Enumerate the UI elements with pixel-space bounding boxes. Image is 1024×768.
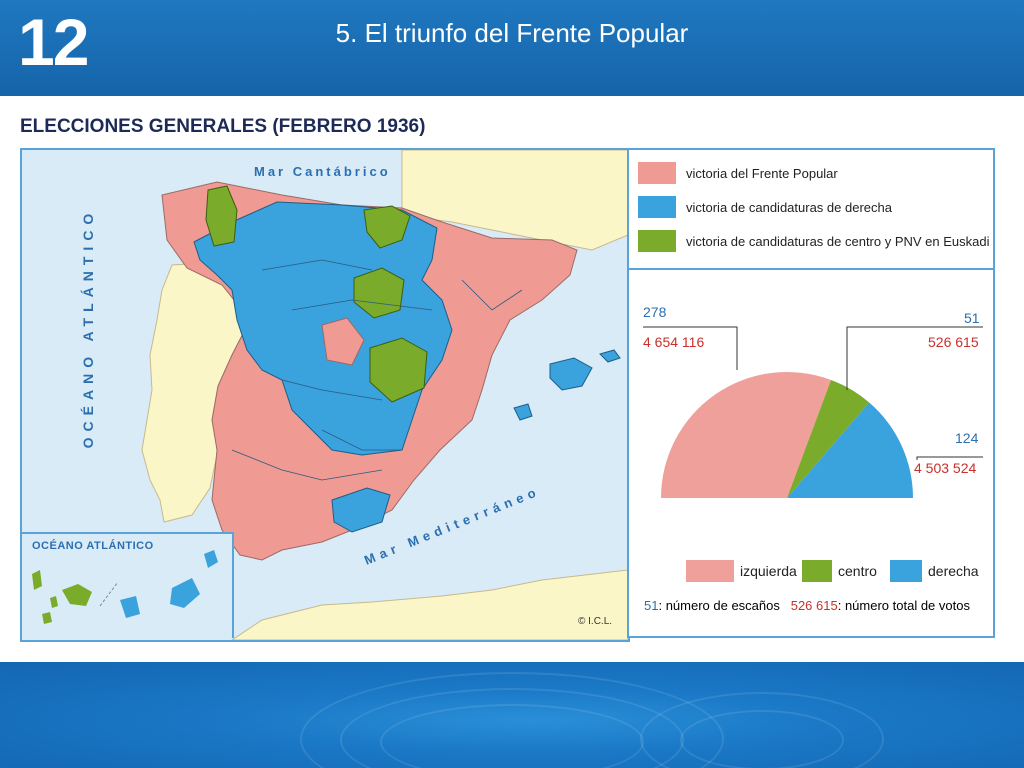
pie-legend-swatch-derecha	[890, 560, 922, 582]
slide-number: 12	[18, 5, 89, 79]
footnote-votes-text: : número total de votos	[837, 598, 970, 613]
legend-item-centro: victoria de candidaturas de centro y PNV…	[638, 230, 990, 252]
legend-label-centro: victoria de candidaturas de centro y PNV…	[686, 233, 990, 249]
spain-centro-lugo	[205, 185, 238, 247]
map-panel: Mar Cantábrico OCÉANO ATLÁNTICO Mar Medi…	[20, 148, 630, 642]
canary-islands-inset	[22, 532, 234, 638]
legend-label-frente-popular: victoria del Frente Popular	[686, 165, 838, 181]
pie-legend-derecha: derecha	[890, 560, 979, 582]
island-gran-canaria	[120, 596, 140, 618]
island-el-hierro	[32, 570, 42, 590]
footnote-seats-value: 51	[644, 598, 659, 613]
votes-center-label: 526 615	[928, 334, 979, 350]
votes-left-label: 4 654 116	[643, 334, 705, 350]
balearic-menorca	[599, 349, 621, 363]
footnote-seats-text: : número de escaños	[658, 598, 780, 613]
pie-slice-centro	[787, 379, 870, 498]
province-borders	[231, 259, 523, 481]
balearic-ibiza	[513, 403, 533, 421]
legend-swatch-derecha	[638, 196, 676, 218]
pie-legend-label-izquierda: izquierda	[740, 563, 797, 579]
island-lanzarote	[204, 550, 218, 568]
spain-centro-cuenca	[369, 337, 428, 403]
spain-centro-euskadi	[363, 205, 411, 249]
island-la-gomera	[50, 596, 58, 608]
map-title: ELECCIONES GENERALES (FEBRERO 1936)	[20, 116, 426, 137]
legend-label-derecha: victoria de candidaturas de derecha	[686, 199, 892, 215]
pie-legend-label-derecha: derecha	[928, 563, 979, 579]
legend-divider	[627, 268, 995, 270]
pie-legend-swatch-centro	[802, 560, 832, 582]
pie-legend-label-centro: centro	[838, 563, 877, 579]
copyright-label: © I.C.L.	[578, 616, 613, 627]
votes-right-label: 4 503 524	[914, 460, 977, 476]
pie-legend-swatch-izquierda	[686, 560, 734, 582]
spain-map	[141, 150, 628, 640]
island-fuerteventura	[170, 578, 200, 608]
pie-slice-derecha	[787, 402, 913, 498]
slide-title: 5. El triunfo del Frente Popular	[335, 18, 689, 48]
legend-swatch-centro	[638, 230, 676, 252]
pie-legend-centro: centro	[802, 560, 877, 582]
spain-centro-soria	[353, 267, 405, 319]
legend-item-derecha: victoria de candidaturas de derecha	[638, 196, 892, 218]
spain-derecha-south	[331, 487, 391, 533]
seats-right-label: 124	[955, 430, 979, 446]
island-tenerife	[62, 584, 92, 606]
pie-footnote: 51: número de escaños 526 615: número to…	[644, 598, 970, 613]
seats-center-label: 51	[964, 310, 980, 326]
africa-region	[231, 569, 628, 640]
seats-left-label: 278	[643, 304, 667, 320]
legend-item-frente-popular: victoria del Frente Popular	[638, 162, 838, 184]
legend-swatch-frente-popular	[638, 162, 676, 184]
pie-slice-izquierda	[661, 372, 832, 498]
spain-frente-popular-center	[321, 317, 365, 366]
island-la-palma	[42, 612, 52, 624]
header-bar: 12 5. El triunfo del Frente Popular	[0, 0, 1024, 96]
canary-islands-map	[32, 550, 218, 624]
seats-pie-chart	[643, 326, 983, 498]
sea-label-atlantico: OCÉANO ATLÁNTICO	[80, 207, 96, 449]
pie-legend-izquierda: izquierda	[686, 560, 797, 582]
footer-band	[0, 662, 1024, 768]
footnote-votes-value: 526 615	[790, 598, 838, 613]
inset-title: OCÉANO ATLÁNTICO	[32, 540, 154, 552]
sea-label-cantabrico: Mar Cantábrico	[254, 164, 391, 179]
balearic-mallorca	[549, 357, 593, 391]
